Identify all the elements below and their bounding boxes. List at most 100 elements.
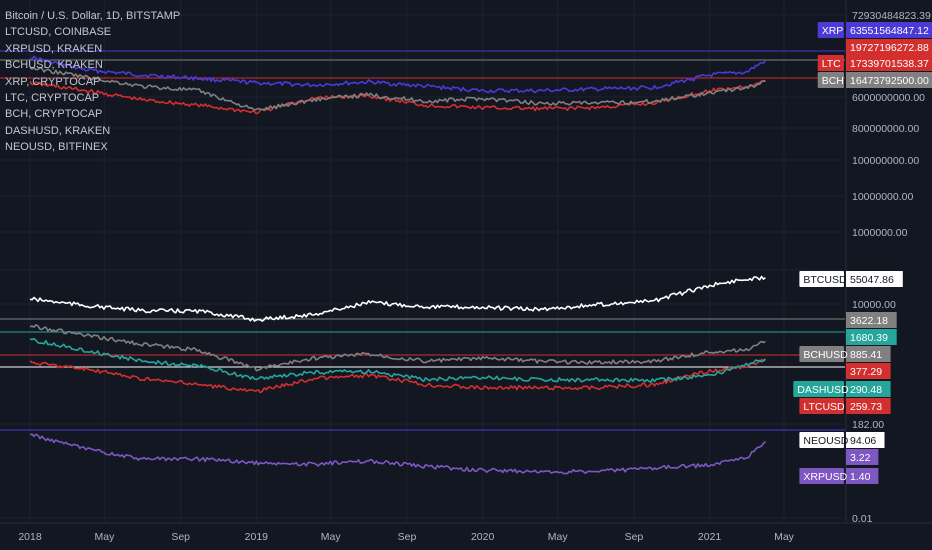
legend-item[interactable]: BCH, CRYPTOCAP xyxy=(5,108,103,121)
price-value: 3.22 xyxy=(850,452,871,464)
time-tick-label: 2018 xyxy=(18,531,42,543)
series-line xyxy=(29,323,766,372)
price-tick-label: 0.01 xyxy=(852,513,873,525)
series-name-badge xyxy=(799,346,844,362)
price-value-badge xyxy=(846,381,891,397)
price-value: 259.73 xyxy=(850,401,882,413)
series-line xyxy=(29,275,766,322)
price-value-badge xyxy=(846,363,891,379)
series-name: BTCUSD xyxy=(803,274,847,286)
price-value-badge xyxy=(846,468,879,484)
legend-item[interactable]: Bitcoin / U.S. Dollar, 1D, BITSTAMP xyxy=(5,10,181,22)
price-value: 16473792500.00 xyxy=(850,75,929,87)
time-tick-label: May xyxy=(94,531,115,543)
price-tick-label: 100000000.00 xyxy=(852,155,919,167)
price-value-badge xyxy=(846,449,879,465)
series-line xyxy=(29,358,766,394)
series-name: NEOUSD xyxy=(803,435,848,447)
price-tick-label: 6000000000.00 xyxy=(852,92,925,104)
price-axis: 72930484823.39 6000000000.00 800000000.00 1… xyxy=(793,0,932,550)
series-lines xyxy=(29,55,767,475)
price-label: 3.22 xyxy=(846,449,879,465)
price-value: 1680.39 xyxy=(850,332,888,344)
price-value: 63551564847.12 xyxy=(850,25,929,37)
series-name: DASHUSD xyxy=(797,384,849,396)
series-name-badge xyxy=(817,55,844,71)
series-line xyxy=(29,55,767,94)
series-name: LTCUSD xyxy=(803,401,845,413)
price-value: 1.40 xyxy=(850,471,871,483)
price-value: 885.41 xyxy=(850,349,882,361)
time-tick-label: May xyxy=(321,531,342,543)
series-name: XRP xyxy=(822,25,844,37)
price-label: 19727196272.88 xyxy=(846,39,932,55)
legend-item[interactable]: LTCUSD, COINBASE xyxy=(5,26,112,39)
price-tick-label: 182.00 xyxy=(852,419,884,431)
price-value-badge xyxy=(846,329,897,345)
series-line xyxy=(29,79,766,115)
series-name-badge xyxy=(793,381,844,397)
price-label: 63551564847.12 XRP xyxy=(817,22,932,38)
chart-grid xyxy=(0,0,845,523)
price-level-lines xyxy=(0,50,845,431)
series-name-badge xyxy=(799,398,844,414)
price-label: 1680.39 xyxy=(846,329,897,345)
price-tick-label: 800000000.00 xyxy=(852,123,919,135)
price-label: 377.29 xyxy=(846,363,891,379)
legend-item[interactable]: NEOUSD, BITFINEX xyxy=(5,141,108,154)
series-name: BCH xyxy=(822,75,844,87)
price-tick-label: 72930484823.39 xyxy=(852,10,931,22)
series-name: BCHUSD xyxy=(803,349,848,361)
price-value-badge xyxy=(846,312,897,328)
time-tick-label: Sep xyxy=(171,531,190,543)
time-tick-label: 2021 xyxy=(698,531,722,543)
series-name-badge xyxy=(799,271,844,287)
price-value: 377.29 xyxy=(850,366,882,378)
price-tick-label: 10000.00 xyxy=(852,299,896,311)
price-label: 17339701538.37 LTC xyxy=(817,55,932,71)
price-value: 19727196272.88 xyxy=(850,42,929,54)
legend-item[interactable]: XRP, CRYPTOCAP xyxy=(5,75,101,88)
price-label: 259.73 LTCUSD xyxy=(799,398,891,414)
price-value-badge xyxy=(846,22,932,38)
price-value: 55047.86 xyxy=(850,274,894,286)
time-tick-label: May xyxy=(774,531,795,543)
price-tick-label: 1000000.00 xyxy=(852,227,908,239)
series-line xyxy=(29,433,766,475)
series-name-badge xyxy=(799,432,844,448)
series-name-badge xyxy=(799,468,844,484)
time-tick-label: 2020 xyxy=(471,531,495,543)
series-line xyxy=(29,337,767,384)
time-tick-label: May xyxy=(548,531,569,543)
price-value-badge xyxy=(846,398,891,414)
price-value: 94.06 xyxy=(850,435,876,447)
price-value: 290.48 xyxy=(850,384,882,396)
time-tick-label: Sep xyxy=(625,531,644,543)
price-value-badge xyxy=(846,72,932,88)
legend-item[interactable]: DASHUSD, KRAKEN xyxy=(5,124,111,137)
price-label: 16473792500.00 BCH xyxy=(817,72,932,88)
price-value-badge xyxy=(846,39,932,55)
time-axis: 2018 May Sep 2019 May Sep 2020 May Sep 2021 May xyxy=(0,522,932,543)
price-tick-label: 10000000.00 xyxy=(852,191,913,203)
series-name: LTC xyxy=(822,58,841,70)
legend-item[interactable]: LTC, CRYPTOCAP xyxy=(5,92,100,105)
time-tick-label: Sep xyxy=(398,531,417,543)
price-value-badge xyxy=(846,346,891,362)
price-value-badge xyxy=(846,432,885,448)
price-value: 17339701538.37 xyxy=(850,58,929,70)
series-name: XRPUSD xyxy=(803,471,847,483)
price-value: 3622.18 xyxy=(850,315,888,327)
series-legend: Bitcoin / U.S. Dollar, 1D, BITSTAMP LTCU… xyxy=(5,8,180,156)
legend-item[interactable]: BCHUSD, KRAKEN xyxy=(5,59,103,72)
legend-item[interactable]: XRPUSD, KRAKEN xyxy=(5,42,103,55)
price-value-badge xyxy=(846,55,932,71)
series-name-badge xyxy=(817,22,844,38)
series-line xyxy=(29,66,766,112)
time-tick-label: 2019 xyxy=(245,531,269,543)
